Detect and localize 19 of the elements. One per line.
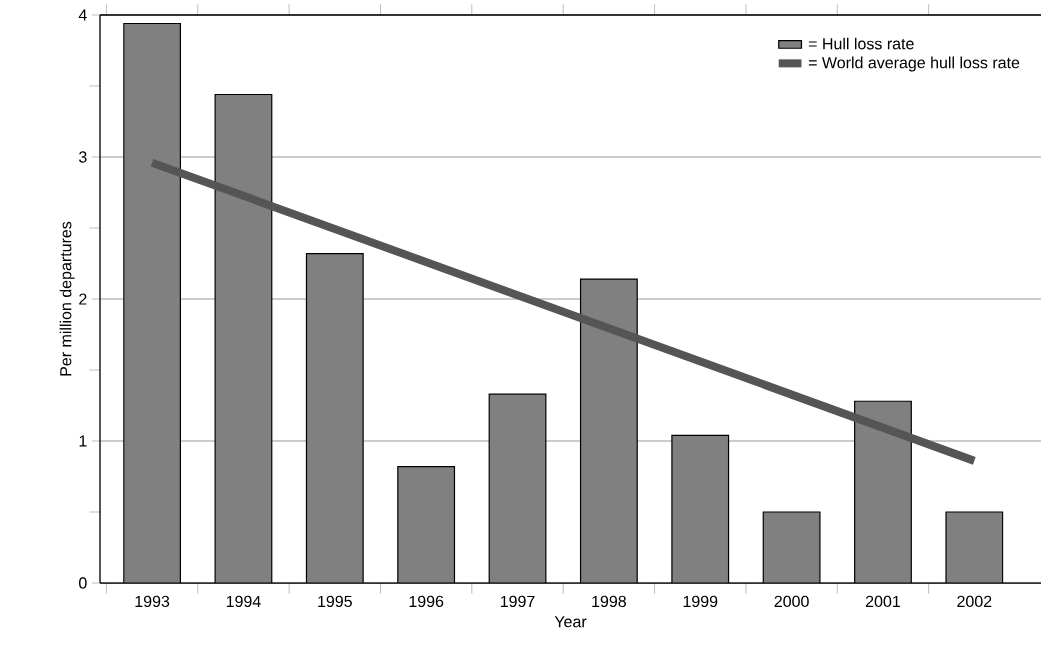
x-tick-label: 2000 <box>774 595 809 608</box>
y-tick-label: 1 <box>79 435 87 447</box>
x-tick-label: 1995 <box>318 595 352 608</box>
x-tick-label: 1993 <box>135 595 170 608</box>
x-tick-label: 1997 <box>500 595 535 608</box>
x-axis-title: Year <box>554 616 587 628</box>
y-tick-label: 0 <box>79 577 87 589</box>
x-tick-label: 1994 <box>226 595 261 608</box>
y-tick-label: 3 <box>79 151 87 163</box>
x-tick-label: 1996 <box>409 595 444 608</box>
legend-label: = Hull loss rate <box>808 37 914 50</box>
y-axis-title: Per million departures <box>59 221 75 376</box>
x-tick-label: 2001 <box>865 595 900 608</box>
x-tick-label: 1998 <box>592 595 626 608</box>
y-tick-label: 2 <box>79 293 87 305</box>
x-tick-label: 1999 <box>683 595 718 608</box>
y-tick-label: 4 <box>78 9 87 21</box>
legend-label: = World average hull loss rate <box>808 56 1020 72</box>
x-tick-label: 2002 <box>957 595 992 608</box>
